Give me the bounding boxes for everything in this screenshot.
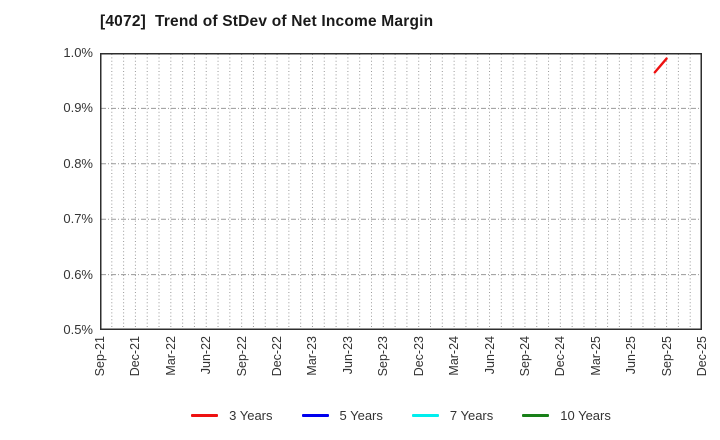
legend-line-swatch — [411, 414, 439, 417]
x-tick-label: Sep-21 — [93, 336, 107, 377]
x-tick-label: Mar-24 — [447, 336, 462, 376]
x-tick-label: Mar-23 — [305, 336, 320, 376]
legend: 3 Years 5 Years 7 Years 10 Years — [100, 408, 702, 423]
x-tick-label: Sep-25 — [659, 336, 674, 377]
y-tick-label: 0.8% — [63, 155, 93, 171]
legend-item-3-years: 3 Years — [191, 408, 273, 423]
legend-label: 10 Years — [560, 408, 611, 423]
plot-border — [100, 53, 702, 330]
x-tick-label: Jun-23 — [340, 336, 355, 375]
x-tick-label: Sep-24 — [517, 336, 532, 377]
y-tick-label: 0.6% — [63, 266, 93, 282]
x-tick-label: Dec-25 — [695, 336, 709, 377]
legend-item-10-years: 10 Years — [522, 408, 611, 423]
x-tick-label: Sep-23 — [376, 336, 391, 377]
legend-line-swatch — [522, 414, 550, 417]
plot-svg — [100, 53, 702, 330]
legend-item-7-years: 7 Years — [411, 408, 494, 423]
legend-line-swatch — [301, 414, 329, 417]
x-tick-label: Mar-25 — [588, 336, 603, 376]
legend-line-swatch — [191, 414, 219, 417]
y-tick-label: 0.7% — [63, 211, 93, 227]
y-tick-label: 0.5% — [63, 322, 93, 337]
series-line-3-years — [653, 57, 668, 74]
x-tick-label: Mar-22 — [163, 336, 178, 376]
legend-label: 3 Years — [229, 408, 273, 423]
x-tick-label: Dec-23 — [411, 336, 426, 377]
x-tick-label: Jun-24 — [482, 336, 497, 375]
chart-title: [4072] Trend of StDev of Net Income Marg… — [100, 13, 434, 30]
x-tick-label: Dec-22 — [270, 336, 285, 377]
x-tick-label: Sep-22 — [234, 336, 249, 377]
legend-label: 5 Years — [339, 408, 383, 423]
x-tick-label: Jun-25 — [624, 336, 639, 375]
x-tick-label: Dec-21 — [128, 336, 143, 377]
x-tick-label: Dec-24 — [553, 336, 568, 377]
legend-item-5-years: 5 Years — [301, 408, 383, 423]
plot-area — [100, 53, 702, 330]
y-tick-label: 1.0% — [63, 45, 93, 60]
legend-label: 7 Years — [449, 408, 494, 423]
x-tick-label: Jun-22 — [199, 336, 214, 375]
y-tick-label: 0.9% — [63, 100, 93, 116]
